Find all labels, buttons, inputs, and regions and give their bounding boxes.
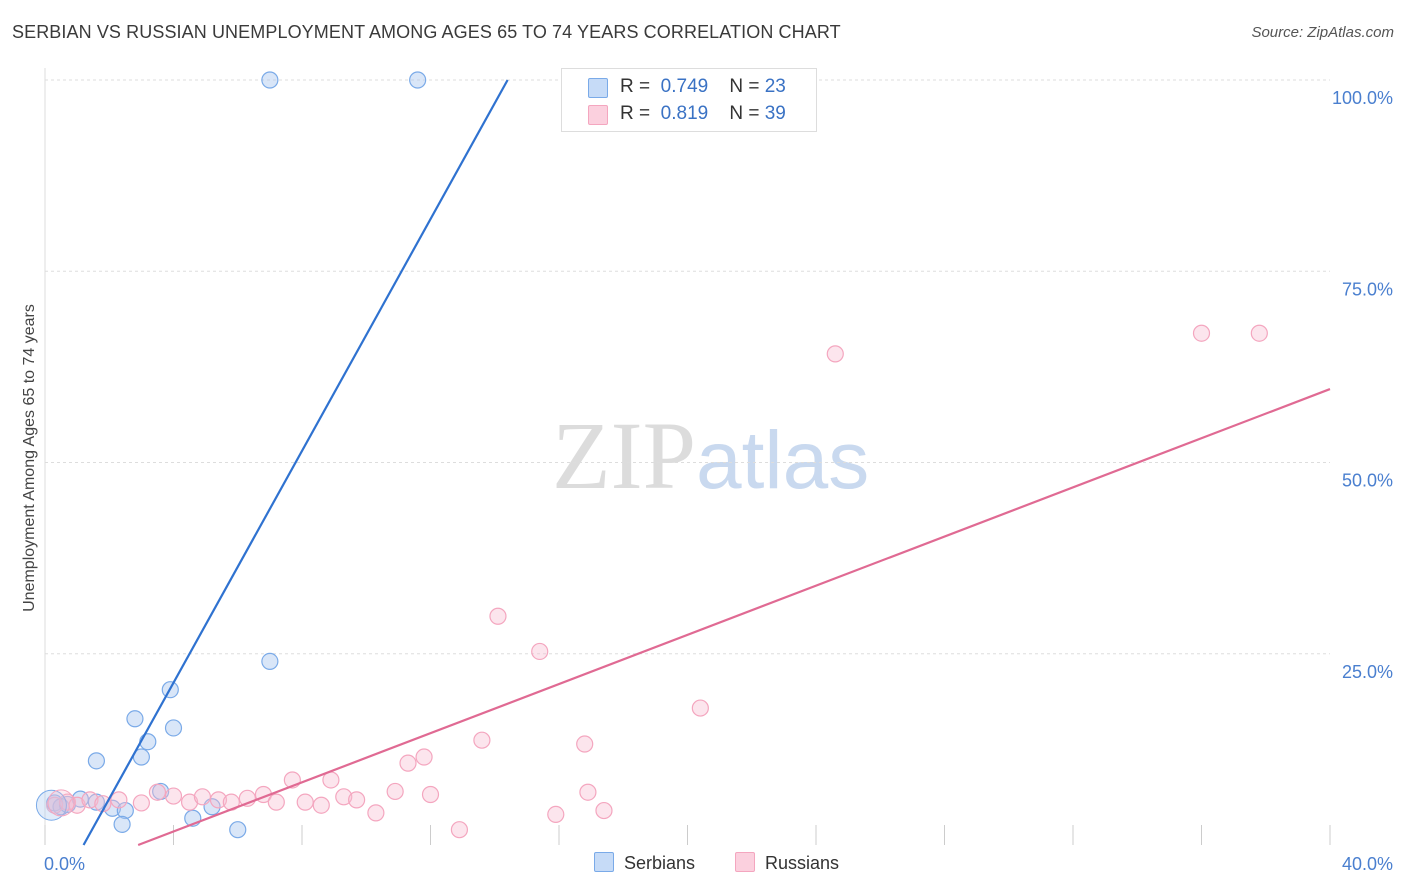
serbians-n-value: 23: [764, 76, 786, 97]
serbians-r-label: R =: [620, 76, 651, 97]
serbian-point: [87, 752, 106, 770]
bottom-legend-russians: Russians: [735, 852, 839, 874]
source-label: Source: ZipAtlas.com: [1251, 24, 1394, 41]
chart-title: SERBIAN VS RUSSIAN UNEMPLOYMENT AMONG AG…: [12, 22, 841, 42]
serbian-point: [261, 652, 279, 671]
russian-point: [148, 783, 167, 801]
x-tick-label: 0.0%: [44, 854, 85, 874]
russian-point: [81, 791, 99, 809]
serbian-point: [229, 821, 247, 839]
trend-lines: [82, 79, 1331, 847]
serbians-n-label: N =: [729, 76, 760, 97]
tick-labels: 25.0% 50.0% 75.0% 100.0% 0.0% 40.0%: [44, 88, 1393, 874]
russians-r-label: R =: [620, 103, 651, 124]
russian-point: [296, 793, 314, 811]
russian-point: [399, 754, 417, 772]
russian-point: [58, 793, 77, 811]
watermark: ZIPatlas: [552, 400, 869, 511]
russian-point: [595, 801, 613, 820]
russian-point: [110, 791, 128, 809]
russians-n-label: N =: [729, 103, 760, 124]
serbian-point: [116, 801, 134, 820]
russian-trend-line: [137, 388, 1331, 847]
russian-point: [691, 699, 709, 717]
russian-point: [576, 735, 594, 753]
serbians-r-value: 0.749: [660, 76, 709, 97]
serbian-trend-line: [82, 79, 509, 846]
serbian-point: [139, 733, 157, 751]
serbian-point: [113, 815, 131, 833]
russians-swatch: [588, 105, 608, 125]
russian-point: [209, 791, 228, 809]
russian-point: [193, 788, 212, 806]
russian-point: [473, 731, 491, 749]
russian-point: [68, 796, 86, 814]
russian-point: [1250, 324, 1268, 342]
data-points: [35, 71, 1268, 839]
russian-point: [312, 796, 330, 814]
russian-point: [531, 642, 549, 661]
russian-point: [1192, 324, 1211, 342]
russian-point: [421, 785, 440, 804]
russian-point: [46, 796, 64, 814]
bottom-russians-swatch: [735, 852, 755, 872]
y-tick-label: 75.0%: [1342, 279, 1393, 299]
russian-point: [47, 789, 75, 817]
russian-point: [348, 791, 366, 809]
y-tick-label: 100.0%: [1332, 88, 1393, 108]
russians-n-value: 39: [764, 103, 786, 124]
russian-point: [489, 607, 507, 625]
russian-point: [267, 793, 285, 811]
serbian-point: [126, 710, 144, 728]
correlation-legend: R = 0.749 N = 23 R = 0.819 N = 39: [561, 68, 817, 132]
serbian-point: [409, 71, 427, 89]
bottom-russians-label: Russians: [765, 853, 840, 873]
russian-point: [547, 805, 565, 824]
russian-point: [335, 788, 353, 806]
russian-point: [132, 794, 150, 812]
y-tick-label: 25.0%: [1342, 662, 1393, 682]
bottom-serbians-swatch: [594, 852, 614, 872]
russian-point: [579, 783, 597, 801]
russian-point: [180, 793, 199, 811]
y-tick-label: 50.0%: [1342, 471, 1393, 491]
y-axis-label: Unemployment Among Ages 65 to 74 years: [21, 304, 38, 612]
serbians-swatch: [588, 78, 608, 98]
russian-point: [164, 787, 183, 805]
watermark-atlas: atlas: [696, 415, 870, 506]
bottom-serbians-label: Serbians: [624, 853, 696, 873]
serbian-point: [261, 71, 279, 89]
russians-r-value: 0.819: [660, 103, 709, 124]
russian-point: [826, 345, 844, 363]
x-tick-label: 40.0%: [1342, 854, 1393, 874]
russian-point: [367, 804, 385, 822]
russian-point: [386, 782, 404, 801]
bottom-legend-serbians: Serbians: [594, 852, 695, 874]
watermark-zip: ZIP: [552, 402, 696, 509]
serbian-point: [35, 789, 67, 821]
axes: [44, 68, 1331, 845]
serbian-point: [164, 719, 183, 737]
russian-point: [450, 821, 469, 839]
russian-point: [415, 748, 433, 766]
